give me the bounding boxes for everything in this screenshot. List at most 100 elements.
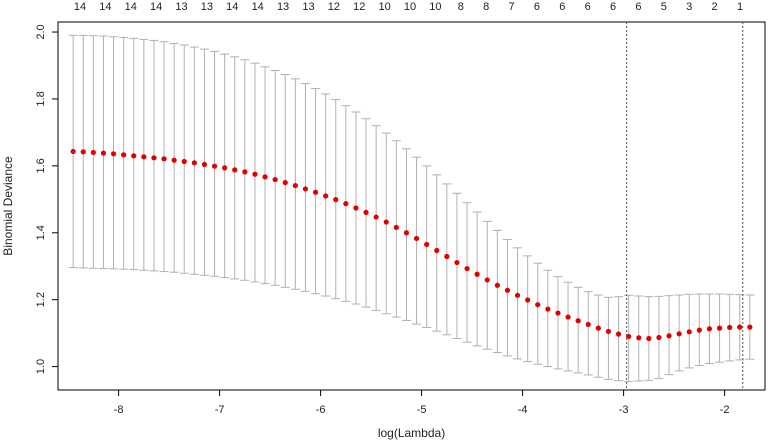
plot-frame-layer xyxy=(57,21,766,391)
top-axis-label: 3 xyxy=(686,1,692,13)
mean-point xyxy=(686,329,692,335)
top-axis-label: 6 xyxy=(534,1,540,13)
errorbar xyxy=(492,229,502,354)
errorbar xyxy=(583,291,593,376)
mean-point xyxy=(444,253,450,260)
mean-point xyxy=(676,331,682,337)
top-axis-label: 13 xyxy=(175,1,187,13)
mean-point xyxy=(201,161,208,168)
mean-point xyxy=(333,197,339,203)
top-axis-label: 13 xyxy=(302,1,314,13)
y-axis-label: Binomial Deviance xyxy=(1,156,15,256)
errorbar xyxy=(533,262,543,365)
mean-point xyxy=(222,165,228,171)
errorbar xyxy=(553,276,563,370)
y-axis: 1.0 1.2 1.4 1.6 1.8 2.0 xyxy=(35,24,58,374)
mean-point xyxy=(181,158,187,165)
errorbar xyxy=(513,247,523,360)
errorbar xyxy=(462,202,472,343)
x-tick-label: -7 xyxy=(215,404,225,416)
top-axis-label: 6 xyxy=(610,1,616,13)
errorbar xyxy=(543,269,553,368)
top-axis: 14 14 14 14 13 13 14 14 13 13 12 12 10 10 10 8 8 7 6 6 6 6 6 5 3… xyxy=(74,1,743,13)
top-axis-label: 14 xyxy=(125,1,137,13)
top-axis-label: 10 xyxy=(404,1,416,13)
mean-point xyxy=(110,151,117,157)
mean-point xyxy=(211,163,218,169)
y-tick-label: 2.0 xyxy=(35,24,47,39)
top-axis-label: 8 xyxy=(458,1,464,13)
errorbar xyxy=(593,294,603,378)
y-tick-label: 1.8 xyxy=(35,91,47,106)
x-tick-label: -5 xyxy=(417,404,427,416)
mean-point xyxy=(646,335,652,342)
mean-point xyxy=(151,155,157,161)
errorbar xyxy=(614,296,624,382)
mean-point xyxy=(656,334,662,341)
x-tick-label: -6 xyxy=(316,404,326,416)
top-axis-label: 12 xyxy=(353,1,365,13)
errorbar xyxy=(482,220,492,350)
mean-point xyxy=(585,321,591,328)
errorbar xyxy=(523,255,533,363)
mean-point xyxy=(80,149,86,155)
errorbar xyxy=(563,281,573,372)
top-axis-label: 10 xyxy=(378,1,390,13)
mean-point xyxy=(727,324,733,331)
mean-point xyxy=(535,302,541,308)
mean-point xyxy=(575,318,581,324)
x-axis-label: log(Lambda) xyxy=(378,426,445,440)
mean-point xyxy=(626,333,632,340)
mean-point xyxy=(232,167,238,173)
plot-border xyxy=(57,21,766,391)
mean-point xyxy=(706,326,713,332)
top-axis-label: 1 xyxy=(737,1,743,13)
mean-point xyxy=(737,324,743,330)
top-axis-label: 14 xyxy=(252,1,264,13)
mean-point xyxy=(403,230,410,236)
reference-line-layer xyxy=(626,22,744,390)
mean-point xyxy=(464,265,470,272)
x-tick-label: -8 xyxy=(114,404,124,416)
mean-point xyxy=(514,292,521,298)
mean-point xyxy=(121,152,127,158)
mean-point xyxy=(373,214,379,220)
top-axis-label: 14 xyxy=(150,1,162,13)
top-axis-label: 8 xyxy=(483,1,489,13)
errorbar xyxy=(603,296,613,380)
mean-point xyxy=(302,186,309,192)
mean-point xyxy=(312,189,319,195)
mean-point xyxy=(413,235,420,242)
errorbar xyxy=(442,183,452,336)
mean-point xyxy=(272,176,278,183)
mean-point xyxy=(716,325,723,331)
mean-point xyxy=(555,310,561,316)
mean-point xyxy=(323,193,329,199)
mean-point xyxy=(484,277,490,283)
mean-point xyxy=(282,179,288,186)
mean-point xyxy=(565,314,571,320)
mean-point xyxy=(90,149,96,156)
mean-point xyxy=(666,333,672,339)
mean-point xyxy=(141,154,147,160)
mean-point xyxy=(343,201,349,207)
mean-point xyxy=(100,150,107,156)
mean-point xyxy=(747,324,753,330)
mean-point xyxy=(393,224,399,231)
mean-point xyxy=(545,306,551,312)
mean-point xyxy=(454,259,460,266)
top-axis-label: 5 xyxy=(661,1,667,13)
top-axis-label: 6 xyxy=(559,1,565,13)
mean-point xyxy=(504,287,511,293)
y-tick-label: 1.2 xyxy=(35,292,47,307)
top-axis-label: 12 xyxy=(328,1,340,13)
mean-point xyxy=(696,327,702,333)
y-tick-label: 1.0 xyxy=(35,359,47,374)
top-axis-label: 6 xyxy=(585,1,591,13)
mean-point xyxy=(171,157,177,163)
mean-point xyxy=(474,271,480,277)
mean-point xyxy=(525,297,531,303)
errorbar xyxy=(502,238,512,357)
mean-point-layer xyxy=(70,148,753,342)
